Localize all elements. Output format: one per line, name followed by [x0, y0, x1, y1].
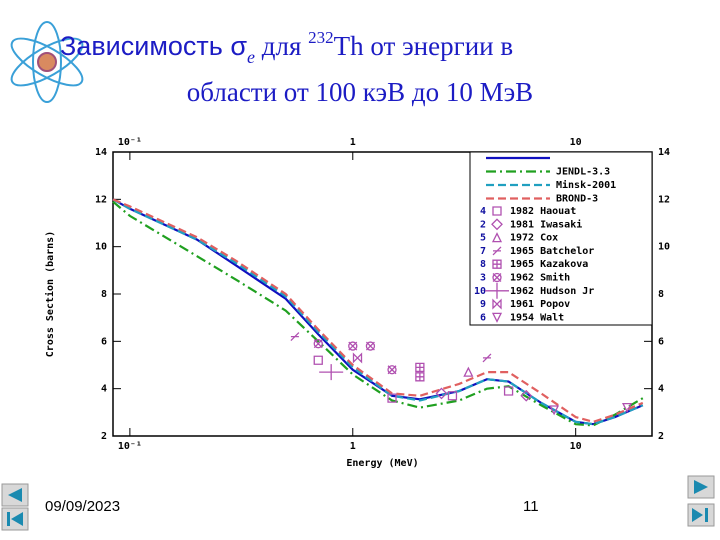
- y-axis-label: Cross Section (barns): [44, 231, 56, 357]
- marker: [482, 353, 492, 363]
- marker: [352, 352, 363, 364]
- y-tick-label: 4: [658, 384, 664, 395]
- series-line: [112, 198, 644, 423]
- marker: [348, 341, 358, 351]
- y-tick-label: 2: [101, 431, 107, 442]
- legend-number: 3: [480, 273, 486, 284]
- legend-box: [469, 151, 653, 326]
- marker: [491, 312, 503, 323]
- legend-label: 1972 Cox: [510, 233, 558, 244]
- marker: [485, 282, 509, 299]
- x-tick-label: 10⁻¹: [118, 441, 142, 452]
- legend-number: 4: [480, 206, 486, 217]
- marker: [290, 332, 300, 342]
- legend-label: JENDL-3.3: [556, 167, 610, 178]
- legend-label: 1965 Kazakova: [510, 259, 588, 270]
- y-tick-label: 4: [101, 384, 107, 395]
- marker: [463, 366, 474, 377]
- legend-label: BROND-3: [556, 194, 598, 205]
- marker: [365, 341, 376, 351]
- series-line: [112, 198, 644, 426]
- x-tick-label: 10⁻¹: [118, 137, 142, 148]
- x-tick-label: 10: [570, 441, 582, 452]
- marker: [447, 391, 458, 401]
- slide-title-line2: области от 100 кэВ до 10 МэВ: [187, 77, 533, 107]
- y-tick-label: 10: [95, 242, 107, 253]
- title-part: e: [247, 47, 255, 67]
- x-axis-label: Energy (MeV): [346, 458, 418, 469]
- legend-number: 2: [480, 219, 486, 230]
- legend-number: 9: [480, 299, 486, 310]
- marker: [387, 393, 397, 403]
- date: 09/09/2023: [45, 498, 120, 515]
- marker: [491, 218, 503, 231]
- nav-last[interactable]: [687, 503, 715, 527]
- legend-label: 1961 Popov: [510, 299, 570, 310]
- nav-first[interactable]: [1, 507, 29, 531]
- y-tick-label: 14: [95, 147, 107, 158]
- marker: [435, 387, 448, 400]
- legend-number: 6: [480, 312, 486, 323]
- marker: [520, 389, 533, 402]
- title-part: Зависимость σ: [60, 31, 247, 61]
- legend-label: 1954 Walt: [510, 312, 564, 323]
- y-tick-label: 8: [101, 289, 107, 300]
- atom-icon: [10, 21, 84, 103]
- marker: [492, 272, 502, 283]
- marker: [492, 259, 502, 269]
- legend-number: 10: [474, 286, 486, 297]
- legend-label: 1962 Hudson Jr: [510, 286, 594, 297]
- marker: [319, 364, 344, 381]
- marker: [491, 232, 503, 243]
- y-tick-label: 6: [101, 336, 107, 347]
- y-tick-label: 6: [658, 336, 664, 347]
- page-number: 11: [523, 498, 539, 515]
- nav-prev[interactable]: [1, 483, 29, 507]
- y-tick-label: 12: [95, 194, 107, 205]
- legend-label: Minsk-2001: [556, 179, 616, 191]
- marker: [621, 402, 633, 414]
- title-part: Th от энергии в: [334, 31, 513, 61]
- y-tick-label: 12: [658, 194, 670, 205]
- slide-title: Зависимость σe для 232Th от энергии в: [60, 28, 513, 67]
- legend-label: 1981 Iwasaki: [510, 218, 582, 230]
- x-tick-label: 10: [570, 137, 582, 148]
- legend-label: 1962 Smith: [510, 272, 570, 284]
- legend-number: 7: [480, 246, 486, 257]
- legend-label: 1982 Haouat: [510, 206, 576, 217]
- marker: [387, 365, 397, 375]
- marker: [415, 372, 425, 382]
- marker: [549, 405, 560, 416]
- legend-label: 1965 Batchelor: [510, 246, 594, 257]
- x-tick-label: 1: [350, 441, 356, 452]
- title-part: 232: [308, 28, 334, 47]
- legend-number: 5: [480, 233, 486, 244]
- marker: [492, 298, 502, 310]
- marker: [313, 339, 323, 349]
- marker: [313, 355, 323, 365]
- series-line: [112, 198, 644, 426]
- marker: [503, 386, 514, 396]
- series-line: [112, 200, 644, 427]
- nav-next[interactable]: [687, 475, 715, 499]
- x-tick-label: 1: [350, 137, 356, 148]
- title-part: для: [255, 31, 308, 61]
- chart: 10⁻¹ 10⁻¹ 1 1 10 10 2 2 4 4 6 6 8 8 10 10 12 12 14 14 Energy…: [44, 137, 670, 469]
- legend-number: 8: [480, 259, 486, 270]
- y-tick-label: 14: [658, 147, 670, 158]
- marker: [415, 362, 425, 373]
- y-tick-label: 2: [658, 431, 664, 442]
- marker: [492, 206, 502, 216]
- y-tick-label: 8: [658, 289, 664, 300]
- y-tick-label: 10: [658, 242, 670, 253]
- marker: [492, 246, 502, 256]
